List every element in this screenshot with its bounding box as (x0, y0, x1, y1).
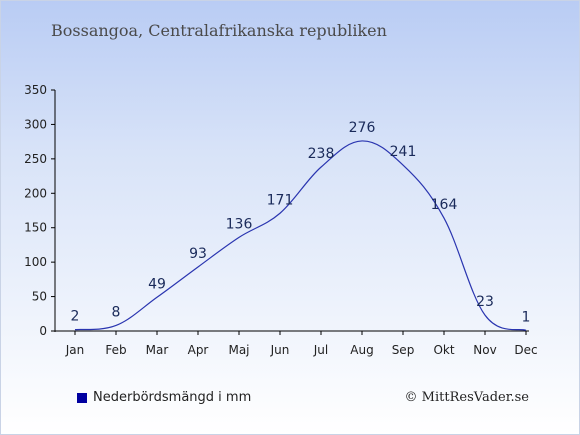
x-tick-label: Mar (146, 343, 169, 357)
x-tick-label: Apr (188, 343, 209, 357)
series-line (74, 140, 527, 331)
data-label: 241 (390, 144, 417, 160)
y-tick-label: 200 (24, 186, 47, 200)
chart-title: Bossangoa, Centralafrikanska republiken (51, 21, 387, 40)
data-label: 164 (431, 197, 458, 213)
y-tick-label: 50 (32, 290, 47, 304)
data-label: 93 (189, 246, 207, 262)
data-label: 8 (112, 304, 121, 320)
x-tick-label: Jan (65, 343, 85, 357)
y-tick-label: 350 (24, 83, 47, 97)
x-tick-label: Sep (392, 343, 415, 357)
data-label: 23 (476, 294, 494, 310)
legend-swatch (77, 392, 87, 403)
x-tick-label: Jul (313, 343, 328, 357)
x-tick-label: Maj (228, 343, 249, 357)
data-label: 49 (148, 276, 166, 292)
data-label: 276 (349, 120, 376, 136)
legend-label: Nederbördsmängd i mm (93, 390, 252, 405)
y-tick-label: 250 (24, 152, 47, 166)
data-label: 136 (226, 216, 253, 232)
x-tick-label: Feb (105, 343, 126, 357)
x-tick-label: Okt (433, 343, 454, 357)
y-tick-label: 150 (24, 221, 47, 235)
y-tick-label: 0 (39, 324, 47, 338)
data-label: 1 (522, 309, 531, 325)
x-tick-label: Nov (473, 343, 496, 357)
data-label: 2 (71, 309, 80, 325)
y-tick-label: 100 (24, 255, 47, 269)
legend: Nederbördsmängd i mm (77, 390, 251, 405)
y-tick-label: 300 (24, 117, 47, 131)
x-tick-label: Dec (514, 343, 537, 357)
x-tick-label: Aug (350, 343, 373, 357)
data-label: 238 (308, 146, 335, 162)
data-label: 171 (267, 192, 294, 208)
x-tick-label: Jun (270, 343, 290, 357)
credit-text: © MittResVader.se (404, 390, 529, 405)
